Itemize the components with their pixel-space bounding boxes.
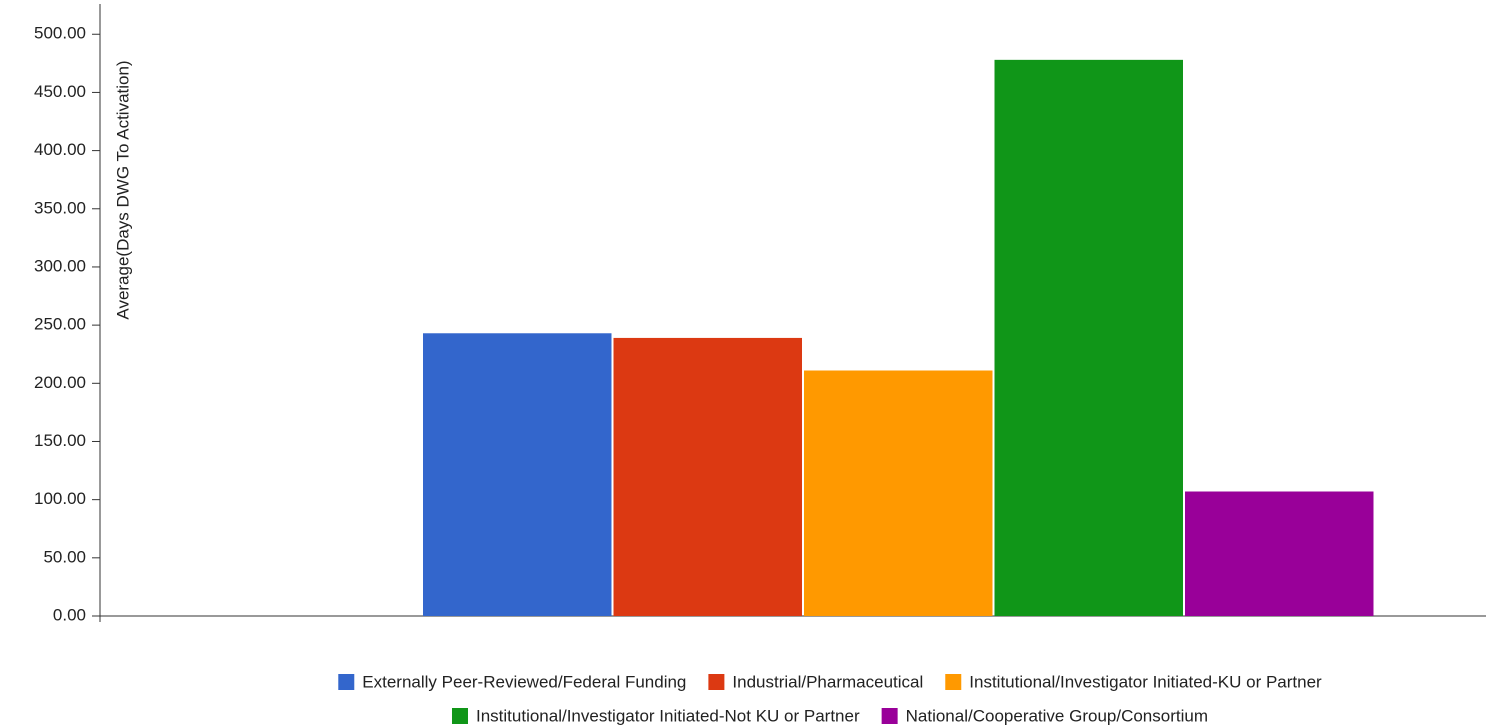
y-tick-label: 350.00 bbox=[34, 198, 86, 217]
y-tick-label: 300.00 bbox=[34, 256, 86, 275]
y-tick-label: 50.00 bbox=[43, 547, 86, 566]
bar bbox=[994, 59, 1183, 617]
y-tick-label: 250.00 bbox=[34, 315, 86, 334]
bar bbox=[804, 370, 993, 616]
legend-label: National/Cooperative Group/Consortium bbox=[906, 706, 1208, 725]
y-tick-label: 100.00 bbox=[34, 489, 86, 508]
y-tick-label: 200.00 bbox=[34, 373, 86, 392]
legend-swatch bbox=[708, 674, 725, 690]
bar bbox=[613, 337, 802, 616]
y-tick-label: 500.00 bbox=[34, 24, 86, 43]
legend-label: Externally Peer-Reviewed/Federal Funding bbox=[362, 672, 686, 691]
y-tick-label: 0.00 bbox=[53, 605, 86, 624]
legend-label: Institutional/Investigator Initiated-KU … bbox=[969, 672, 1322, 691]
legend-label: Industrial/Pharmaceutical bbox=[732, 672, 923, 691]
bar bbox=[1185, 491, 1374, 616]
y-tick-label: 150.00 bbox=[34, 431, 86, 450]
bar bbox=[423, 333, 612, 616]
legend-swatch bbox=[338, 674, 355, 690]
y-tick-label: 450.00 bbox=[34, 82, 86, 101]
y-tick-label: 400.00 bbox=[34, 140, 86, 159]
legend-swatch bbox=[945, 674, 962, 690]
legend-label: Institutional/Investigator Initiated-Not… bbox=[476, 706, 860, 725]
y-axis-title: Average(Days DWG To Activation) bbox=[113, 60, 132, 319]
legend-swatch bbox=[881, 708, 898, 724]
legend-swatch bbox=[451, 708, 468, 724]
